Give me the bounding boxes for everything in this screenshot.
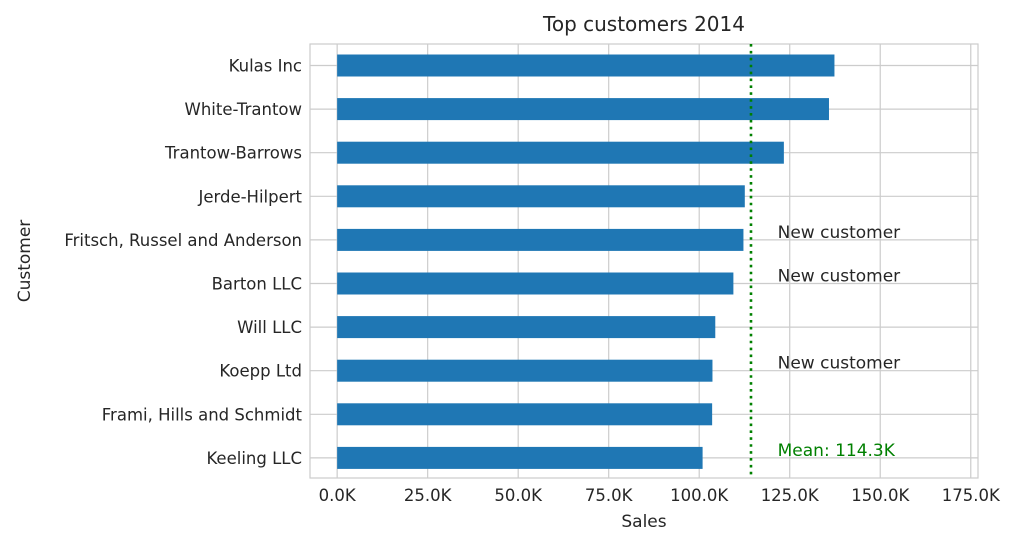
chart-title: Top customers 2014 — [542, 12, 745, 36]
bar — [337, 359, 713, 382]
annotation-label: New customer — [778, 267, 901, 287]
x-tick-label: 25.0K — [404, 486, 453, 505]
bars — [337, 54, 835, 469]
y-tick-label: Trantow-Barrows — [164, 144, 302, 163]
bar — [337, 403, 713, 426]
bar — [337, 316, 716, 339]
annotations: New customer New customer New customer Mean… — [778, 223, 901, 461]
y-tick-labels: Kulas Inc White-Trantow Trantow-Barrows Jer… — [64, 57, 302, 468]
annotation-label: New customer — [778, 354, 901, 374]
x-tick-label: 125.0K — [761, 486, 820, 505]
y-tick-label: Koepp Ltd — [219, 362, 302, 381]
bar — [337, 272, 734, 295]
x-tick-labels: 0.0K 25.0K 50.0K 75.0K 100.0K 125.0K 150.0K 175… — [319, 486, 1001, 505]
bar — [337, 228, 744, 251]
bar — [337, 446, 703, 469]
y-tick-label: Fritsch, Russel and Anderson — [64, 231, 302, 250]
bar — [337, 54, 835, 77]
x-tick-label: 75.0K — [585, 486, 634, 505]
y-tick-label: Barton LLC — [212, 275, 302, 294]
x-tick-label: 150.0K — [851, 486, 910, 505]
mean-label: Mean: 114.3K — [778, 441, 896, 461]
y-tick-label: Frami, Hills and Schmidt — [102, 405, 303, 424]
x-tick-label: 100.0K — [670, 486, 729, 505]
annotation-label: New customer — [778, 223, 901, 243]
x-tick-label: 50.0K — [494, 486, 543, 505]
y-axis-label: Customer — [15, 220, 35, 303]
bar — [337, 98, 829, 121]
y-tick-label: Will LLC — [237, 318, 302, 337]
bar — [337, 141, 784, 164]
y-tick-label: Keeling LLC — [206, 449, 302, 468]
y-tick-label: White-Trantow — [185, 100, 302, 119]
y-tick-label: Jerde-Hilpert — [197, 187, 302, 206]
x-tick-label: 175.0K — [942, 486, 1001, 505]
x-axis-label: Sales — [621, 512, 666, 532]
bar — [337, 185, 745, 208]
x-tick-label: 0.0K — [319, 486, 357, 505]
plot-frame — [309, 43, 979, 479]
y-tick-label: Kulas Inc — [229, 57, 302, 76]
